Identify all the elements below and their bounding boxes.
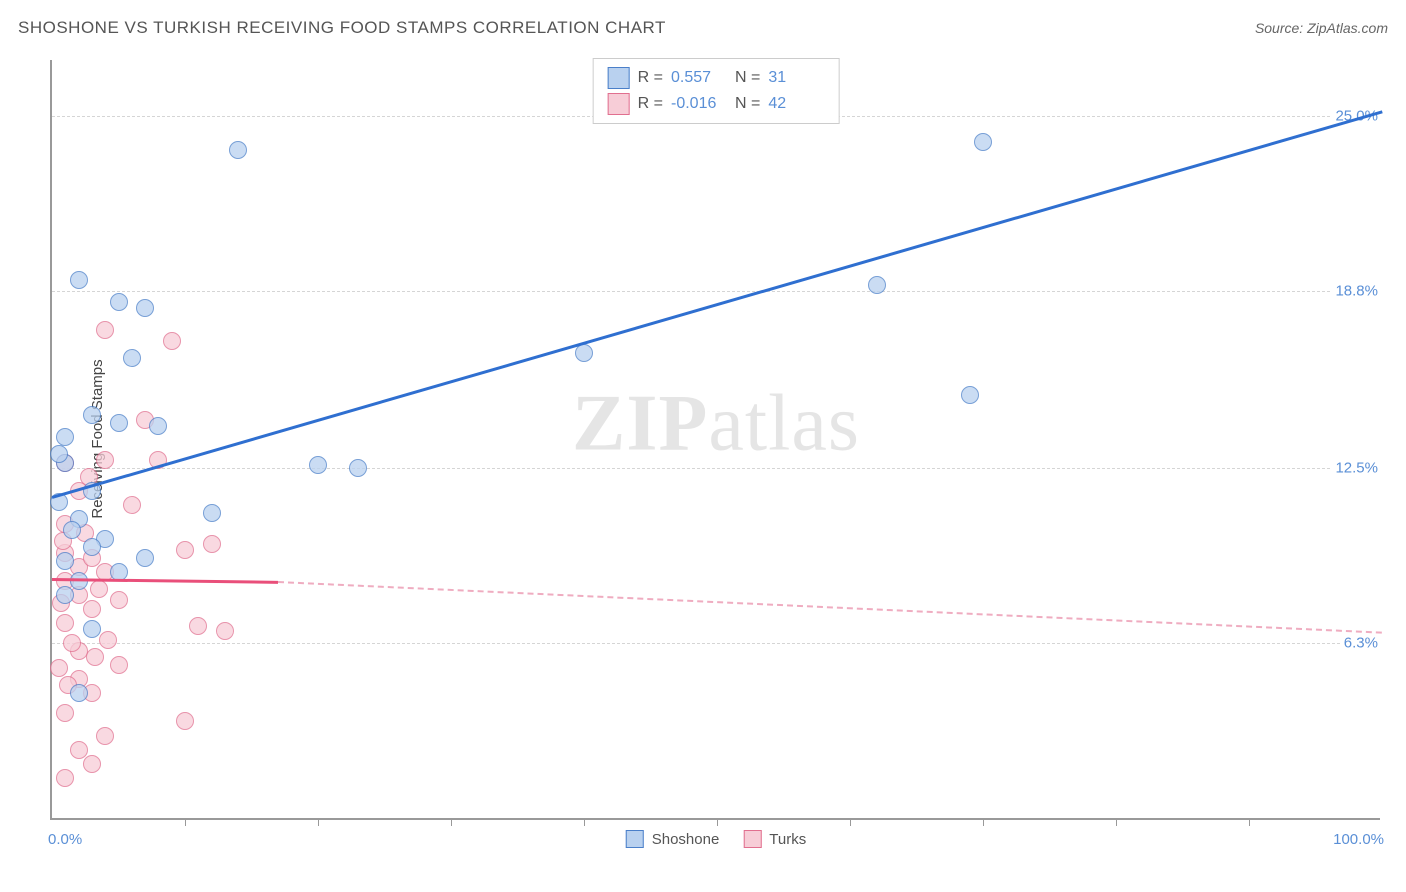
data-point: [83, 600, 101, 618]
scatter-plot: Receiving Food Stamps ZIPatlas R = 0.557…: [50, 60, 1380, 820]
chart-header: SHOSHONE VS TURKISH RECEIVING FOOD STAMP…: [18, 18, 1388, 38]
y-tick-label: 18.8%: [1331, 280, 1382, 301]
x-tick: [1249, 818, 1250, 826]
series-legend: Shoshone Turks: [626, 830, 807, 848]
data-point: [309, 456, 327, 474]
data-point: [110, 293, 128, 311]
r-label: R =: [638, 95, 663, 113]
data-point: [110, 656, 128, 674]
r-value-shoshone: 0.557: [671, 69, 727, 87]
n-label: N =: [735, 69, 760, 87]
chart-source: Source: ZipAtlas.com: [1255, 20, 1388, 36]
correlation-legend: R = 0.557 N = 31 R = -0.016 N = 42: [593, 58, 840, 124]
legend-row-shoshone: R = 0.557 N = 31: [608, 65, 825, 91]
data-point: [123, 496, 141, 514]
data-point: [149, 417, 167, 435]
data-point: [99, 631, 117, 649]
legend-label-turks: Turks: [769, 831, 806, 848]
legend-label-shoshone: Shoshone: [652, 831, 720, 848]
watermark-atlas: atlas: [708, 379, 860, 467]
x-max-label: 100.0%: [1333, 831, 1384, 848]
data-point: [70, 271, 88, 289]
swatch-shoshone-sm: [626, 830, 644, 848]
data-point: [216, 622, 234, 640]
data-point: [83, 538, 101, 556]
data-point: [176, 541, 194, 559]
data-point: [70, 684, 88, 702]
legend-item-turks: Turks: [743, 830, 806, 848]
data-point: [110, 414, 128, 432]
legend-item-shoshone: Shoshone: [626, 830, 720, 848]
r-value-turks: -0.016: [671, 95, 727, 113]
data-point: [203, 504, 221, 522]
x-tick: [185, 818, 186, 826]
data-point: [575, 344, 593, 362]
data-point: [868, 276, 886, 294]
data-point: [136, 549, 154, 567]
x-tick: [1116, 818, 1117, 826]
data-point: [56, 704, 74, 722]
x-tick: [318, 818, 319, 826]
gridline: [52, 291, 1380, 292]
data-point: [70, 741, 88, 759]
data-point: [86, 648, 104, 666]
data-point: [123, 349, 141, 367]
y-tick-label: 6.3%: [1340, 632, 1382, 653]
watermark: ZIPatlas: [572, 378, 860, 469]
x-tick: [717, 818, 718, 826]
x-tick: [451, 818, 452, 826]
data-point: [96, 321, 114, 339]
data-point: [56, 428, 74, 446]
data-point: [349, 459, 367, 477]
watermark-zip: ZIP: [572, 379, 708, 467]
data-point: [136, 299, 154, 317]
x-tick: [850, 818, 851, 826]
swatch-turks-sm: [743, 830, 761, 848]
data-point: [203, 535, 221, 553]
data-point: [163, 332, 181, 350]
gridline: [52, 468, 1380, 469]
data-point: [83, 755, 101, 773]
x-tick: [983, 818, 984, 826]
swatch-shoshone: [608, 67, 630, 89]
n-value-turks: 42: [768, 95, 824, 113]
data-point: [50, 445, 68, 463]
data-point: [189, 617, 207, 635]
trend-line: [278, 581, 1382, 634]
y-tick-label: 12.5%: [1331, 458, 1382, 479]
data-point: [56, 552, 74, 570]
n-label: N =: [735, 95, 760, 113]
x-tick: [584, 818, 585, 826]
data-point: [56, 614, 74, 632]
chart-title: SHOSHONE VS TURKISH RECEIVING FOOD STAMP…: [18, 18, 666, 38]
data-point: [50, 659, 68, 677]
data-point: [229, 141, 247, 159]
data-point: [96, 451, 114, 469]
data-point: [96, 727, 114, 745]
data-point: [56, 586, 74, 604]
data-point: [974, 133, 992, 151]
data-point: [83, 406, 101, 424]
data-point: [90, 580, 108, 598]
swatch-turks: [608, 93, 630, 115]
legend-row-turks: R = -0.016 N = 42: [608, 91, 825, 117]
n-value-shoshone: 31: [768, 69, 824, 87]
data-point: [63, 634, 81, 652]
r-label: R =: [638, 69, 663, 87]
gridline: [52, 643, 1380, 644]
data-point: [176, 712, 194, 730]
trend-line: [52, 111, 1383, 499]
data-point: [63, 521, 81, 539]
x-min-label: 0.0%: [48, 831, 82, 848]
data-point: [110, 591, 128, 609]
data-point: [56, 769, 74, 787]
data-point: [961, 386, 979, 404]
data-point: [83, 620, 101, 638]
